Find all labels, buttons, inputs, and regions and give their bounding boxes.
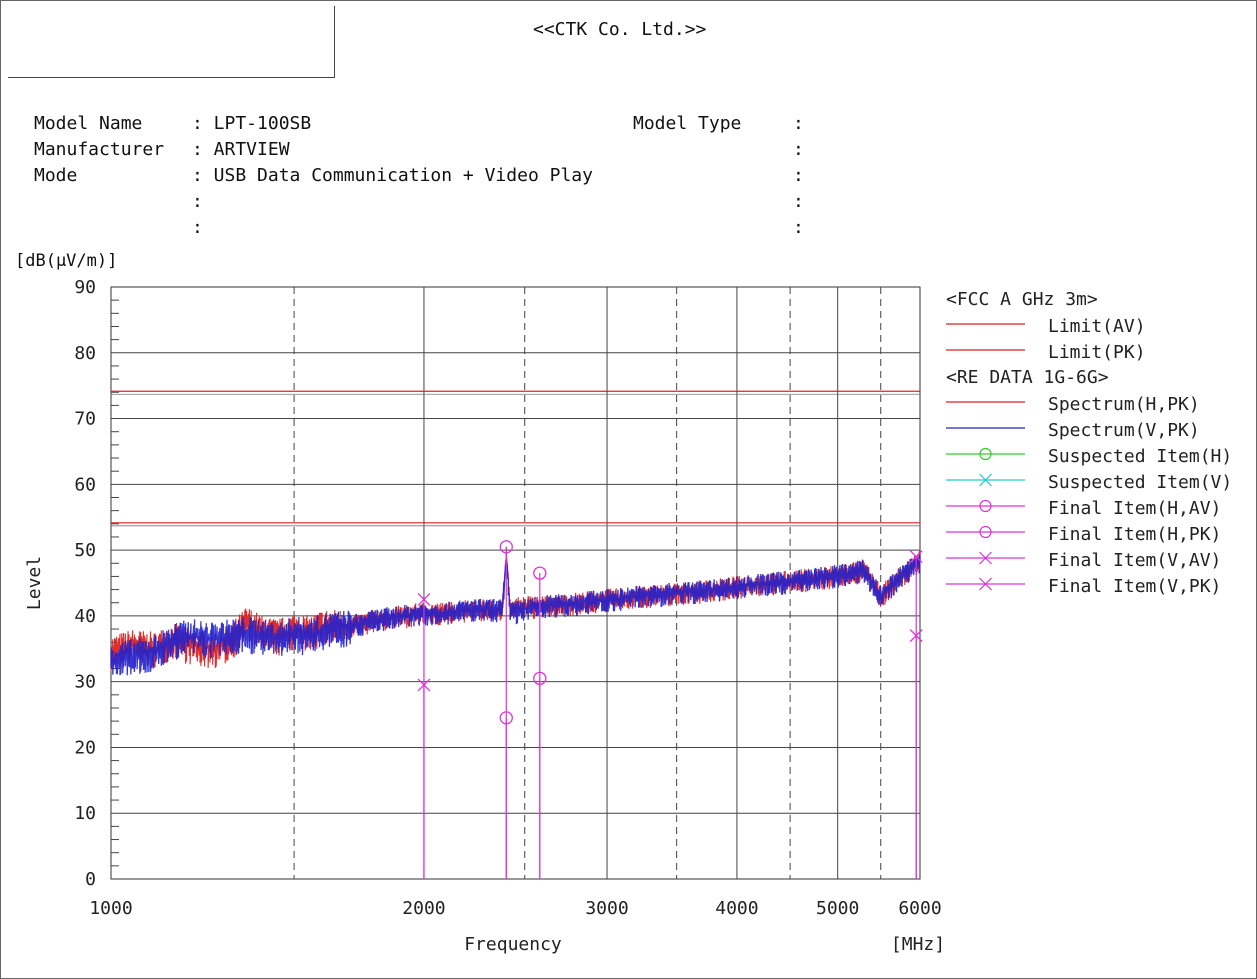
- model-type-label: Model Type: [633, 113, 742, 134]
- blank-row-2: :: [192, 217, 203, 238]
- legend-cross-marker: [979, 473, 992, 487]
- x-tick-label: 1000: [89, 898, 132, 919]
- y-tick-label: 70: [74, 409, 96, 430]
- model-name-value: : LPT-100SB: [192, 113, 312, 134]
- blank-row-1: :: [192, 191, 203, 212]
- legend-group1-title: <FCC A GHz 3m>: [946, 289, 1098, 310]
- y-tick-label: 0: [85, 869, 96, 890]
- legend-circle-marker: [979, 499, 992, 513]
- legend-cross-marker: [979, 577, 992, 591]
- y-axis-units: [dB(µV/m)]: [15, 251, 118, 271]
- final-item-cross-marker: [909, 629, 923, 643]
- legend-circle-marker: [979, 447, 992, 461]
- legend-item-label: Limit(AV): [1048, 316, 1146, 337]
- y-tick-label: 20: [74, 737, 96, 758]
- final-item-cross-marker: [909, 550, 923, 564]
- y-tick-label: 40: [74, 606, 96, 627]
- y-axis-title: Level: [24, 556, 45, 610]
- manufacturer-value: : ARTVIEW: [192, 139, 290, 160]
- y-tick-label: 30: [74, 672, 96, 693]
- legend-cross-marker: [979, 551, 992, 565]
- final-item-circle-marker: [499, 540, 513, 554]
- right-colon-4: :: [793, 191, 804, 212]
- final-item-circle-marker: [499, 711, 513, 725]
- final-item-circle-marker: [533, 671, 547, 686]
- right-colon-3: :: [793, 165, 804, 186]
- model-name-label: Model Name: [34, 113, 143, 134]
- y-tick-label: 80: [74, 343, 96, 364]
- legend-item-label: Final Item(V,AV): [1048, 550, 1221, 571]
- right-colon-1: :: [793, 113, 804, 134]
- final-item-circle-marker: [533, 566, 547, 580]
- right-colon-2: :: [793, 139, 804, 160]
- legend-item-label: Final Item(H,AV): [1048, 498, 1221, 519]
- mode-value: : USB Data Communication + Video Play: [192, 165, 593, 186]
- legend-group2-title: <RE DATA 1G-6G>: [946, 367, 1109, 388]
- x-tick-label: 5000: [816, 898, 859, 919]
- legend-item-label: Final Item(V,PK): [1048, 576, 1221, 597]
- final-item-cross-marker: [417, 678, 431, 692]
- final-item-cross-marker: [417, 592, 431, 606]
- manufacturer-label: Manufacturer: [34, 139, 165, 160]
- x-axis-title: Frequency: [464, 934, 562, 955]
- legend-item-label: Limit(PK): [1048, 342, 1146, 363]
- mode-label: Mode: [34, 165, 78, 186]
- y-tick-label: 10: [74, 803, 96, 824]
- y-tick-label: 50: [74, 540, 96, 561]
- legend-item-label: Suspected Item(V): [1048, 472, 1232, 493]
- plot-frame: [110, 286, 921, 880]
- logo-box: [8, 6, 335, 78]
- x-tick-label: 6000: [898, 898, 941, 919]
- spectrum-v-trace: [110, 551, 921, 676]
- company-name: <<CTK Co. Ltd.>>: [533, 19, 707, 40]
- x-tick-label: 2000: [402, 898, 445, 919]
- legend-item-label: Spectrum(H,PK): [1048, 394, 1200, 415]
- legend-item-label: Final Item(H,PK): [1048, 524, 1221, 545]
- right-colon-5: :: [793, 217, 804, 238]
- x-axis-units: [MHz]: [891, 934, 945, 955]
- y-tick-label: 60: [74, 474, 96, 495]
- legend-circle-marker: [979, 525, 992, 539]
- y-tick-label: 90: [74, 277, 96, 298]
- x-tick-label: 4000: [715, 898, 758, 919]
- x-tick-label: 3000: [585, 898, 628, 919]
- legend-item-label: Suspected Item(H): [1048, 446, 1232, 467]
- legend-item-label: Spectrum(V,PK): [1048, 420, 1200, 441]
